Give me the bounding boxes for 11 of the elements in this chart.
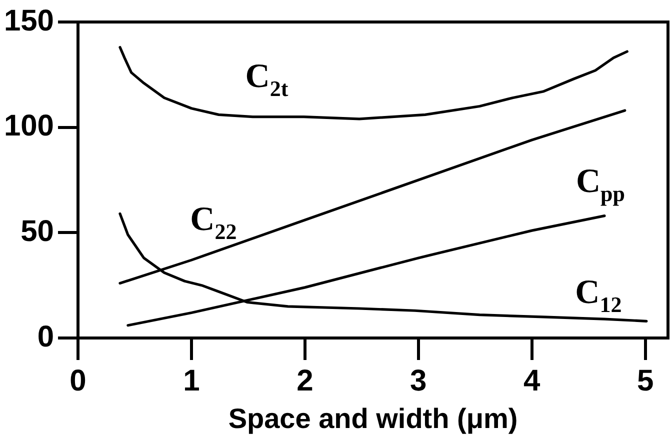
x-tick-label: 3 <box>410 364 427 398</box>
y-tick-label: 150 <box>4 4 54 38</box>
x-tick-label: 5 <box>636 364 654 398</box>
y-tick-label: 100 <box>4 110 54 143</box>
x-axis-title: Space and width (μm) <box>228 402 518 434</box>
x-tick-label: 0 <box>70 364 86 398</box>
y-tick-label: 0 <box>37 320 54 354</box>
x-tick-label: 4 <box>524 364 540 398</box>
x-tick-label: 1 <box>183 364 200 398</box>
y-tick-label: 50 <box>20 214 54 248</box>
x-tick-label: 2 <box>296 364 314 398</box>
